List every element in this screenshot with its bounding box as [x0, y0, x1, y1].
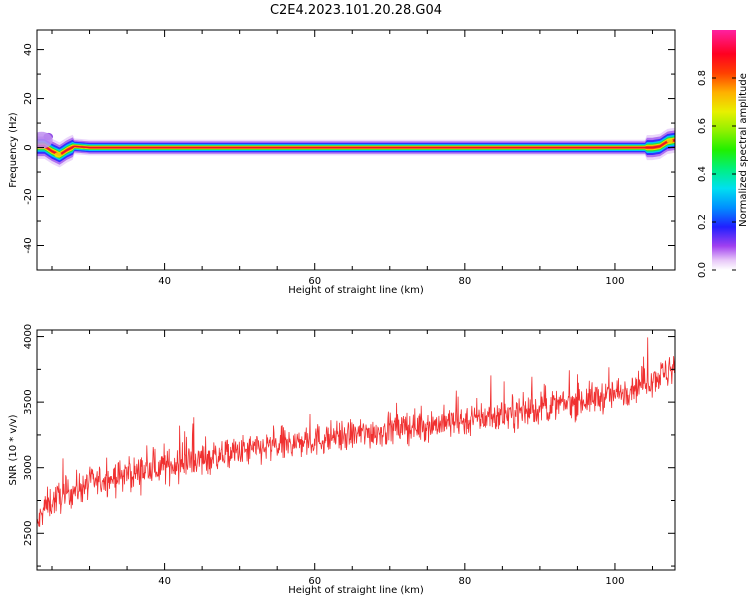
- spectrogram-ytick-label: -40: [23, 237, 34, 253]
- snr-ytick-label: 3000: [23, 455, 34, 480]
- snr-frame: [36, 329, 676, 571]
- snr-ticks: 40 60 80 100 2500 3000 3500 4000: [23, 324, 675, 587]
- spectrogram-frame: [36, 29, 676, 271]
- colorbar-tick-label: 0.2: [697, 214, 708, 230]
- snr-series-line: [37, 337, 675, 527]
- colorbar-tick-label: 0.8: [697, 70, 708, 86]
- snr-xlabel: Height of straight line (km): [288, 585, 424, 596]
- spectrogram-edge-blob: [37, 131, 53, 149]
- spectrogram-xtick-label: 40: [158, 276, 171, 287]
- snr-xtick-label: 100: [605, 576, 624, 587]
- spectrogram-xtick-label: 60: [308, 276, 321, 287]
- colorbar-tick-label: 0.4: [697, 166, 708, 182]
- snr-xtick-label: 40: [158, 576, 171, 587]
- spectrogram-xtick-label: 100: [605, 276, 624, 287]
- snr-panel: 40 60 80 100 2500 3000 3500 4000 Height of stra…: [8, 324, 676, 596]
- spectrogram-ytick-label: 0: [23, 144, 34, 150]
- colorbar-label: Normalized spectral amplitude: [738, 73, 749, 227]
- colorbar: 0.0 0.2 0.4 0.6 0.8 Normalized spectral ampl…: [697, 30, 749, 278]
- spectrogram-xlabel: Height of straight line (km): [288, 285, 424, 296]
- snr-ytick-label: 2500: [23, 521, 34, 546]
- snr-xtick-label: 80: [458, 576, 471, 587]
- spectrogram-band-red: [37, 139, 675, 156]
- spectrogram-ylabel: Frequency (Hz): [8, 112, 19, 188]
- spectrogram-edge-blob: [666, 138, 673, 144]
- snr-ytick-label: 3500: [23, 389, 34, 414]
- spectrogram-xtick-label: 80: [458, 276, 471, 287]
- snr-ytick-label: 4000: [23, 324, 34, 349]
- spectrogram-edge-blob: [54, 152, 62, 158]
- colorbar-tick-label: 0.6: [697, 118, 708, 134]
- colorbar-gradient: [712, 30, 736, 270]
- spectrogram-ytick-label: 20: [23, 92, 34, 105]
- spectrogram-panel: 40 60 80 100 40 20 0 -20 -40 Height of straight …: [8, 29, 676, 296]
- spectrogram-ticks: 40 60 80 100 40 20 0 -20 -40: [23, 30, 675, 287]
- spectrogram-heatmap: [37, 127, 675, 168]
- figure-title: C2E4.2023.101.20.28.G04: [270, 3, 442, 18]
- snr-xtick-label: 60: [308, 576, 321, 587]
- snr-ylabel: SNR (10 * v/v): [8, 414, 19, 485]
- colorbar-tick-label: 0.0: [697, 262, 708, 278]
- colorbar-ticks: 0.0 0.2 0.4 0.6 0.8: [697, 70, 736, 278]
- spectrogram-ytick-label: -20: [23, 188, 34, 204]
- spectrogram-ytick-label: 40: [23, 43, 34, 56]
